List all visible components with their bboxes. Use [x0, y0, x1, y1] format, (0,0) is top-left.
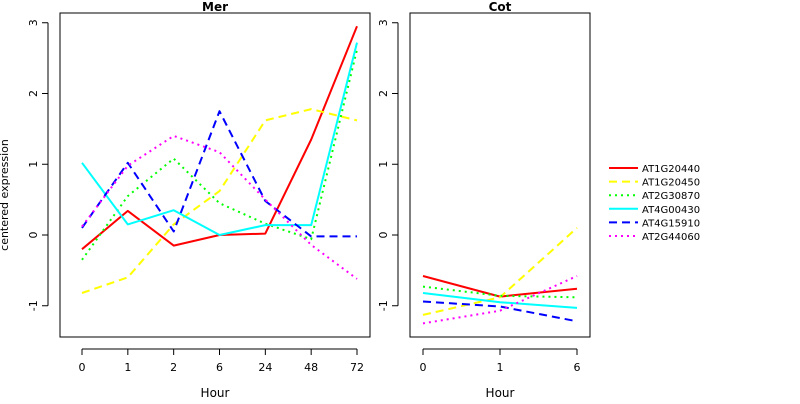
series-line-at1g20440 — [81, 25, 358, 250]
panel-cot: Cot -1 0 1 2 3 0 1 6 Hour — [377, 0, 591, 400]
x-tick-label: 0 — [420, 361, 427, 374]
x-tick-label: 72 — [350, 361, 364, 374]
series-line-at1g20450 — [422, 227, 578, 316]
series-line-at1g20440 — [422, 275, 578, 298]
series-line-at2g30870 — [81, 49, 358, 261]
series-line-at4g00430 — [81, 42, 358, 236]
y-tick-label: 3 — [27, 19, 40, 26]
legend-label: AT2G30870 — [642, 191, 700, 202]
legend-label: AT2G44060 — [642, 232, 700, 243]
y-tick-label: 0 — [27, 232, 40, 239]
legend-label: AT1G20440 — [642, 164, 700, 175]
y-tick-label: 3 — [377, 19, 390, 26]
legend-label: AT4G00430 — [642, 205, 700, 216]
series-line-at4g00430 — [422, 292, 578, 309]
legend: AT1G20440 AT1G20450 AT2G30870 AT4G00430 AT4G… — [609, 164, 700, 243]
legend-label: AT1G20450 — [642, 178, 700, 189]
y-tick-label: -1 — [377, 300, 390, 311]
y-axis-label: centered expression — [0, 139, 11, 251]
y-tick-label: 2 — [27, 90, 40, 97]
x-tick-label: 6 — [574, 361, 581, 374]
y-tick-label: 2 — [377, 90, 390, 97]
plot-frame — [409, 12, 591, 338]
plot-frame — [59, 12, 371, 338]
chart-title: Cot — [489, 0, 512, 14]
x-tick-label: 48 — [304, 361, 318, 374]
y-tick-label: 0 — [377, 232, 390, 239]
x-tick-label: 1 — [497, 361, 504, 374]
x-tick-label: 0 — [79, 361, 86, 374]
series-line-at4g15910 — [422, 300, 578, 323]
series-line-at2g44060 — [422, 275, 578, 325]
series-line-at1g20450 — [81, 108, 358, 294]
x-axis-label: Hour — [201, 386, 230, 400]
x-axis-label: Hour — [486, 386, 515, 400]
x-tick-label: 2 — [170, 361, 177, 374]
legend-label: AT4G15910 — [642, 218, 700, 229]
y-tick-label: -1 — [27, 300, 40, 311]
y-tick-label: 1 — [27, 161, 40, 168]
chart-title: Mer — [202, 0, 228, 14]
y-tick-label: 1 — [377, 161, 390, 168]
x-tick-label: 1 — [124, 361, 131, 374]
x-tick-label: 24 — [258, 361, 272, 374]
x-tick-label: 6 — [216, 361, 223, 374]
series-line-at2g30870 — [422, 285, 578, 299]
panel-mer: Mer -1 0 1 2 3 0 1 2 6 24 48 72 Hour — [27, 0, 371, 400]
series-line-at4g15910 — [81, 110, 357, 238]
